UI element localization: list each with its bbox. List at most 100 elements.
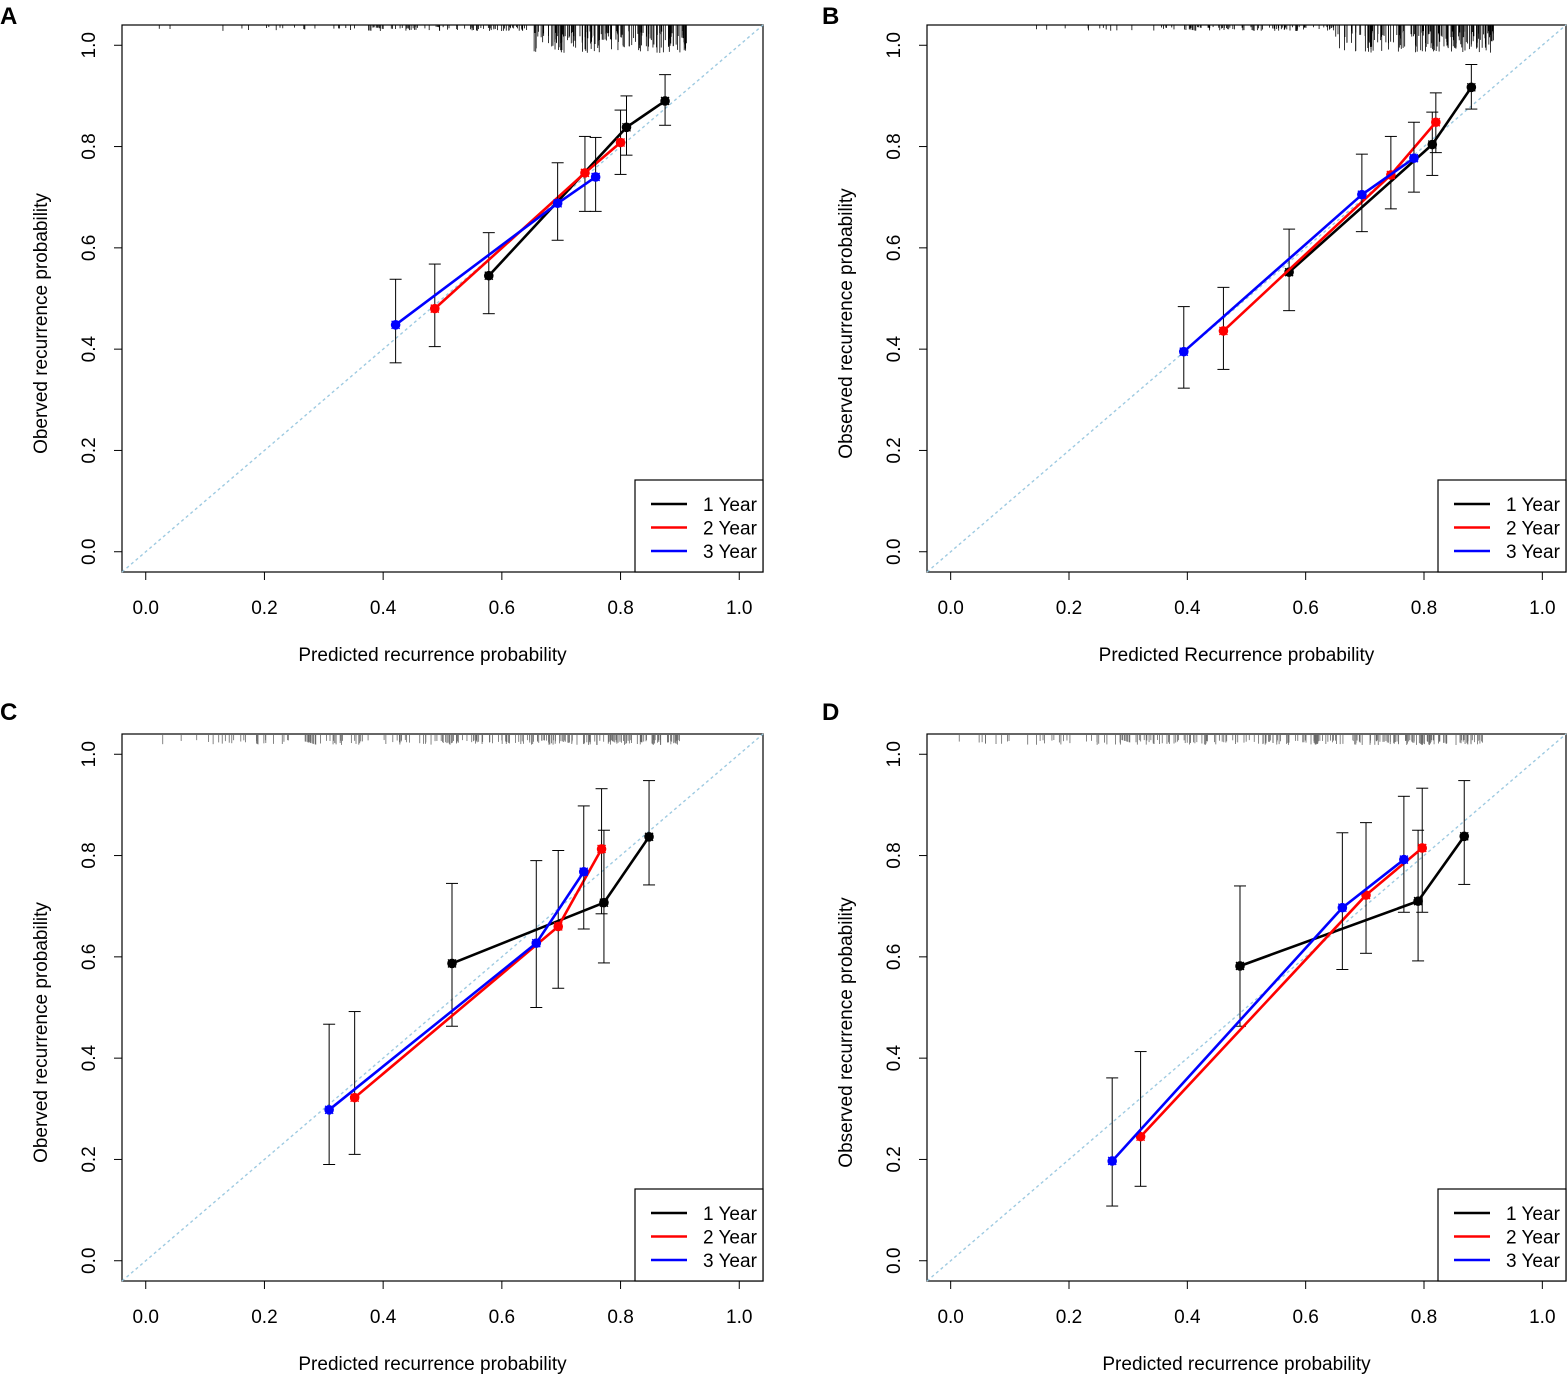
data-point-cross (430, 304, 440, 314)
x-tick-label: 0.4 (370, 1307, 397, 1328)
panel-label: A (0, 3, 17, 30)
calibration-panel-c: C 0.0 0.2 0.4 0.6 0.8 1.0 Predicted recurrence … (0, 699, 764, 1375)
series-line-segment (602, 836, 651, 904)
x-tick-label: 0.8 (1411, 1307, 1437, 1328)
panel-label: C (0, 699, 17, 726)
y-tick-label: 0.0 (884, 1248, 905, 1274)
data-point-cross (553, 922, 563, 931)
panel-label: B (822, 3, 839, 30)
series-3-year (1106, 795, 1410, 1207)
y-axis-title: Observed recurrence probability (836, 897, 857, 1168)
legend-label: 3 Year (703, 542, 758, 563)
legend-label: 1 Year (1506, 1204, 1561, 1225)
x-tick-label: 0.2 (251, 598, 277, 619)
legend-label: 2 Year (703, 519, 758, 540)
data-point-cross (1107, 1156, 1117, 1166)
y-tick-label: 0.6 (79, 944, 100, 970)
series-line-segment (1431, 86, 1473, 146)
series-line-segment (433, 171, 586, 310)
series-line-segment (1222, 173, 1392, 332)
x-tick-label: 1.0 (726, 598, 752, 619)
series-2-year (348, 788, 608, 1155)
data-point-cross (1179, 347, 1189, 357)
y-tick-label: 0.0 (884, 539, 905, 565)
data-point-cross (660, 96, 670, 106)
data-point-cross (531, 938, 541, 948)
series-3-year (323, 805, 590, 1166)
legend-box (1437, 479, 1567, 573)
data-point-cross (1357, 190, 1367, 200)
ideal-diagonal-line (121, 733, 764, 1282)
calibration-panel-b: B 0.0 0.2 0.4 0.6 0.8 1.0 Predicted Recurrence … (822, 3, 1567, 666)
legend-box (634, 1188, 764, 1282)
series-line-segment (394, 202, 559, 326)
series-line-segment (557, 848, 603, 928)
prediction-rug (162, 734, 680, 745)
series-line-segment (1365, 846, 1424, 897)
series-line-segment (328, 942, 538, 1111)
y-tick-label: 0.2 (79, 437, 100, 463)
data-point-cross (1459, 831, 1469, 841)
data-point-cross (1235, 961, 1245, 971)
ideal-diagonal-line (926, 733, 1567, 1282)
x-tick-label: 0.2 (1056, 598, 1082, 619)
x-tick-label: 0.8 (607, 598, 633, 619)
calibration-panel-d: D 0.0 0.2 0.4 0.6 0.8 1.0 Predicted recurrence … (822, 699, 1567, 1375)
y-axis-title: Oberved recurrence probability (31, 193, 52, 454)
data-point-cross (484, 271, 494, 281)
x-axis-title: Predicted recurrence probability (1102, 1354, 1371, 1375)
x-tick-label: 0.0 (937, 598, 963, 619)
y-tick-label: 0.8 (884, 133, 905, 159)
series-line-segment (353, 925, 560, 1099)
x-tick-label: 0.0 (133, 1307, 159, 1328)
x-tick-label: 0.4 (370, 598, 397, 619)
series-line-segment (1389, 121, 1437, 176)
data-point-cross (391, 320, 401, 330)
data-point-cross (1431, 117, 1441, 127)
y-tick-label: 0.2 (884, 1146, 905, 1172)
data-point-cross (1413, 896, 1423, 906)
y-tick-label: 0.6 (884, 944, 905, 970)
data-point-cross (616, 138, 626, 147)
y-tick-label: 0.0 (79, 539, 100, 565)
data-point-cross (1361, 890, 1371, 900)
y-tick-label: 0.4 (884, 336, 905, 363)
data-point-cross (1466, 82, 1476, 92)
series-3-year (1177, 121, 1420, 389)
y-tick-label: 0.0 (79, 1248, 100, 1274)
data-point-cross (1399, 855, 1409, 865)
x-axis-title: Predicted Recurrence probability (1099, 645, 1375, 666)
legend-label: 1 Year (703, 1204, 758, 1225)
series-line-segment (451, 901, 605, 965)
data-point-cross (1284, 267, 1294, 277)
data-point-cross (597, 844, 607, 854)
x-tick-label: 0.2 (251, 1307, 277, 1328)
legend-label: 3 Year (1506, 542, 1561, 563)
panel-label: D (822, 699, 839, 726)
series-2-year (428, 109, 627, 348)
series-line-segment (1361, 157, 1415, 196)
data-point-cross (1427, 140, 1437, 149)
y-tick-label: 0.4 (884, 1045, 905, 1072)
x-tick-label: 0.6 (489, 1307, 515, 1328)
x-tick-label: 1.0 (726, 1307, 752, 1328)
legend-label: 2 Year (1506, 1228, 1561, 1249)
series-line-segment (1182, 193, 1363, 353)
y-tick-label: 0.2 (79, 1146, 100, 1172)
calibration-panel-a: A 0.0 0.2 0.4 0.6 0.8 1.0 Predicted recurrence … (0, 3, 764, 666)
legend-label: 3 Year (1506, 1251, 1561, 1272)
data-point-cross (591, 172, 601, 182)
data-point-cross (1218, 326, 1228, 336)
prediction-rug (1036, 25, 1494, 53)
legend-label: 3 Year (703, 1251, 758, 1272)
data-point-cross (622, 122, 631, 132)
prediction-rug (958, 734, 1483, 745)
series-1-year (445, 780, 656, 1027)
series-line-segment (556, 175, 597, 205)
x-tick-label: 0.0 (937, 1307, 963, 1328)
x-tick-label: 0.0 (133, 598, 159, 619)
y-tick-label: 1.0 (79, 32, 100, 58)
